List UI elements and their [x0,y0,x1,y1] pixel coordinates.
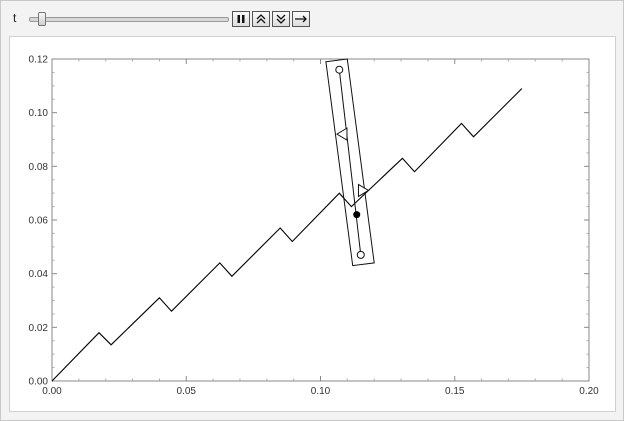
left-triangle-marker [336,127,348,142]
x-tick-label: 0.20 [579,386,599,397]
plot[interactable]: 0.00 0.05 0.10 0.15 0.20 0.00 0.02 0.04 0.06 0.08… [10,37,615,411]
pause-icon [237,15,245,23]
double-chevron-up-icon [256,14,266,24]
parameter-slider[interactable] [29,12,229,26]
filled-point [353,211,361,219]
y-tick-label: 0.02 [29,323,49,334]
faster-button[interactable] [252,11,270,27]
y-tick-label: 0.06 [29,216,49,227]
y-tick-label: 0.00 [29,377,49,388]
animation-controls: t [1,1,623,35]
open-circle-marker [356,250,365,259]
x-tick-label: 0.05 [177,386,197,397]
direction-button[interactable] [292,11,310,27]
plot-panel: 0.00 0.05 0.10 0.15 0.20 0.00 0.02 0.04 0.06 0.08… [9,36,616,412]
pause-button[interactable] [232,11,250,27]
slider-thumb[interactable] [37,12,46,26]
x-tick-label: 0.10 [311,386,331,397]
open-circle-marker [335,65,344,74]
right-triangle-marker [357,183,370,198]
y-tick-label: 0.12 [29,55,49,66]
x-tick-label: 0.00 [42,386,62,397]
parameter-label: t [13,11,17,25]
plot-frame [51,58,590,382]
y-tick-label: 0.04 [29,269,49,280]
overlay-inner-line [338,69,362,255]
x-tick-label: 0.15 [445,386,465,397]
double-chevron-down-icon [276,14,286,24]
y-tick-label: 0.08 [29,162,49,173]
right-arrow-icon [295,15,307,23]
series-line [51,88,523,382]
overlay-rectangle [325,58,375,267]
slower-button[interactable] [272,11,290,27]
y-tick-label: 0.10 [29,108,49,119]
